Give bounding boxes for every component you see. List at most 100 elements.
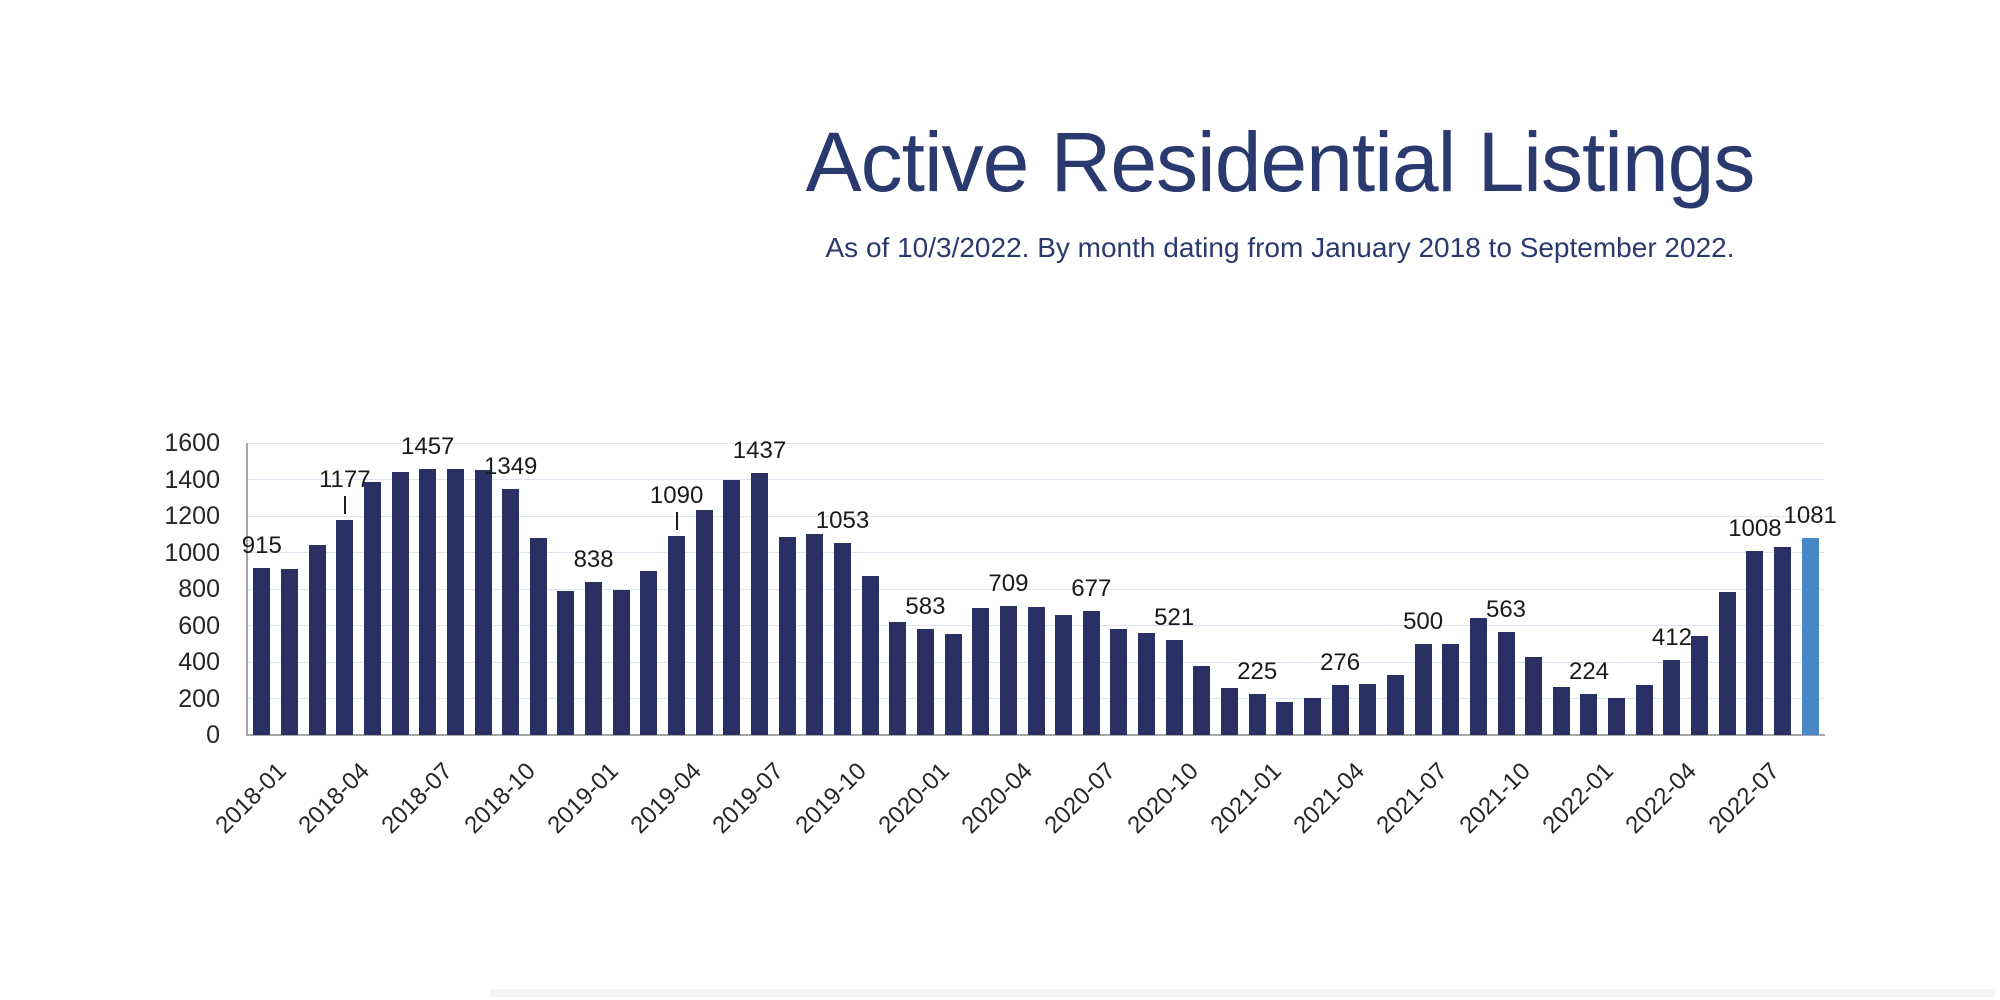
bar-2018-08 [446, 469, 464, 735]
chart-title: Active Residential Listings [805, 115, 1756, 209]
bar-2020-12 [1221, 687, 1239, 735]
x-axis-tick-label: 2022-07 [1703, 757, 1785, 839]
bar-2020-11 [1193, 666, 1211, 735]
x-axis-tick-label: 2019-01 [541, 757, 624, 839]
bar-2022-06 [1718, 591, 1736, 735]
bar-2018-07 [419, 469, 437, 735]
bar-2022-01 [1580, 694, 1598, 735]
bar-2021-11 [1525, 657, 1543, 735]
bar-2022-04 [1663, 659, 1681, 735]
bar-2019-06 [723, 479, 741, 735]
bar-value-label: 1008 [1728, 515, 1782, 542]
bar-2019-09 [806, 534, 824, 736]
bar-2018-06 [391, 472, 409, 735]
x-axis-tick-label: 2018-10 [459, 757, 541, 839]
bar-2019-02 [612, 589, 630, 735]
bar-2020-10 [1165, 639, 1183, 735]
y-gridline [248, 479, 1824, 480]
x-axis-tick-label: 2019-07 [707, 757, 790, 839]
y-axis-line [246, 443, 248, 736]
bar-value-label: 276 [1320, 648, 1361, 676]
bar-value-label: 1053 [815, 506, 870, 534]
bottom-edge-artifact [490, 989, 1995, 997]
bar-2018-10 [502, 488, 520, 735]
x-axis-tick-label: 2021-04 [1288, 757, 1370, 839]
x-axis-line [246, 734, 1825, 736]
bar-value-label: 521 [1154, 603, 1195, 631]
bar-2020-09 [1138, 632, 1156, 735]
x-axis-tick-label: 2020-04 [956, 757, 1039, 839]
bar-2020-02 [944, 633, 962, 735]
bar-2021-07 [1414, 643, 1432, 736]
bar-2019-07 [751, 472, 768, 735]
bar-2019-10 [833, 542, 851, 735]
bar-2018-12 [557, 591, 575, 735]
bar-2019-05 [695, 509, 713, 735]
y-axis-tick-label: 0 [206, 721, 220, 749]
y-gridline [248, 442, 1824, 444]
bar-2021-05 [1359, 684, 1377, 735]
x-axis-tick-label: 2019-10 [790, 757, 873, 839]
bar-2022-05 [1691, 636, 1709, 735]
y-axis-tick-label: 400 [178, 648, 220, 676]
bar-2020-01 [916, 628, 934, 735]
bar-2019-03 [640, 571, 658, 735]
bar-value-label: 563 [1485, 596, 1527, 624]
bar-value-label: 1437 [732, 436, 787, 464]
x-axis-tick-label: 2018-01 [210, 757, 292, 839]
bar-2021-09 [1469, 618, 1487, 735]
bar-2022-03 [1635, 684, 1653, 735]
x-axis-tick-label: 2021-07 [1371, 757, 1453, 839]
x-axis-tick-label: 2020-10 [1122, 757, 1204, 839]
bar-value-label: 225 [1237, 657, 1278, 685]
x-axis-tick-label: 2018-04 [293, 757, 375, 839]
bar-2021-01 [1248, 693, 1266, 735]
x-axis-tick-label: 2022-01 [1537, 757, 1619, 839]
bar-2018-01 [253, 568, 271, 735]
bar-2020-04 [999, 605, 1017, 735]
y-axis-tick-label: 200 [178, 684, 220, 713]
bar-2021-06 [1386, 674, 1404, 735]
bar-2021-03 [1303, 698, 1321, 735]
bar-value-label: 1081 [1783, 501, 1837, 529]
bar-2021-12 [1552, 687, 1570, 735]
bar-2019-04 [668, 536, 686, 735]
x-axis-tick-label: 2020-07 [1039, 757, 1121, 839]
bar-value-label: 709 [988, 569, 1029, 597]
y-gridline [248, 552, 1824, 553]
chart-subtitle: As of 10/3/2022. By month dating from Ja… [825, 232, 1735, 263]
x-axis-tick-label: 2018-07 [376, 757, 458, 839]
y-axis-tick-label: 1200 [164, 502, 220, 530]
bar-value-label: 1349 [483, 452, 538, 480]
y-axis-tick-label: 1400 [164, 465, 220, 494]
bar-value-label: 224 [1568, 658, 1610, 686]
x-axis-tick-label: 2020-01 [873, 757, 956, 839]
bar-2022-07 [1746, 551, 1764, 735]
bar-2020-03 [972, 608, 990, 735]
bar-value-label: 583 [905, 592, 946, 620]
bar-value-label: 1177 [318, 466, 371, 494]
y-gridline [248, 588, 1824, 590]
bar-value-label: 1457 [400, 433, 455, 461]
bar-value-label: 500 [1403, 607, 1444, 635]
bar-2019-08 [778, 537, 796, 735]
bar-value-label: 1090 [649, 482, 704, 510]
x-axis-tick-label: 2021-10 [1454, 757, 1536, 839]
bar-2020-08 [1110, 628, 1128, 735]
bar-2020-05 [1027, 606, 1045, 735]
bar-2018-05 [363, 482, 381, 735]
y-axis-tick-label: 800 [178, 575, 220, 603]
bar-2018-03 [308, 545, 326, 735]
bar-2018-11 [529, 538, 547, 735]
bar-2018-09 [474, 469, 492, 735]
bar-2021-10 [1497, 632, 1515, 735]
bar-2020-07 [1082, 611, 1100, 735]
label-leader-line [675, 512, 678, 531]
label-leader-line [343, 496, 346, 515]
bar-2021-04 [1331, 684, 1349, 735]
x-axis-tick-label: 2022-04 [1620, 757, 1702, 839]
bar-2019-12 [889, 621, 907, 735]
x-axis-tick-label: 2019-04 [624, 757, 707, 839]
bar-2019-11 [861, 576, 879, 735]
